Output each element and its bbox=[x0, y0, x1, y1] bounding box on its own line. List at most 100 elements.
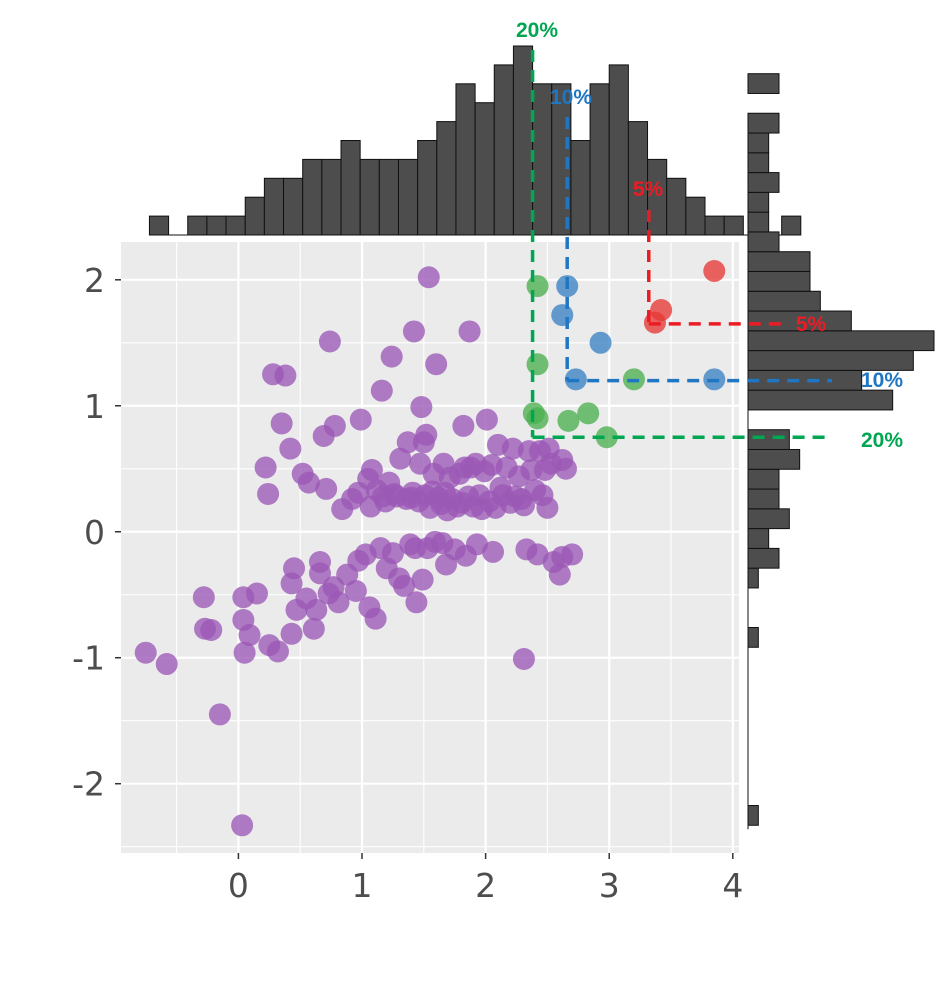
y-histogram-bar bbox=[747, 112, 780, 134]
x-histogram-bar bbox=[704, 215, 725, 236]
y-histogram-bar bbox=[747, 508, 790, 530]
scatter-point bbox=[266, 640, 289, 663]
scatter-point bbox=[254, 456, 277, 479]
top-marginal-histogram bbox=[148, 45, 802, 236]
scatter-point bbox=[315, 477, 338, 500]
right-marginal-histogram bbox=[747, 73, 935, 830]
scatter-point bbox=[380, 345, 403, 368]
scatter-point bbox=[393, 574, 416, 597]
y-histogram-bar bbox=[747, 152, 770, 174]
scatter-point bbox=[279, 437, 302, 460]
y-histogram-bar bbox=[747, 626, 759, 648]
x-histogram-bar bbox=[225, 215, 246, 236]
scatter-point bbox=[405, 591, 428, 614]
scatter-point bbox=[370, 379, 393, 402]
y-histogram-bar bbox=[747, 468, 780, 490]
scatter-point bbox=[233, 641, 256, 664]
scatter-point bbox=[344, 579, 367, 602]
x-histogram-bar bbox=[187, 215, 208, 236]
scatter-point bbox=[526, 275, 549, 298]
y-histogram-bar bbox=[747, 805, 759, 826]
x-histogram-bar bbox=[244, 196, 265, 236]
scatter-point bbox=[389, 447, 412, 470]
scatter-point bbox=[327, 591, 350, 614]
scatter-point bbox=[231, 814, 254, 837]
scatter-point bbox=[415, 423, 438, 446]
y-histogram-bar bbox=[747, 369, 863, 391]
scatter-point bbox=[425, 353, 448, 376]
x-histogram-bar bbox=[302, 158, 323, 236]
scatter-point bbox=[526, 353, 549, 376]
scatter-point bbox=[257, 482, 280, 505]
scatter-point bbox=[577, 402, 600, 425]
y-axis-ticks bbox=[115, 279, 121, 785]
x-histogram-bar bbox=[781, 215, 802, 236]
y-histogram-bar bbox=[747, 191, 770, 213]
scatter-point bbox=[595, 426, 618, 449]
scatter-point bbox=[703, 259, 726, 282]
scatter-point bbox=[200, 619, 223, 642]
x-histogram-bar bbox=[263, 177, 285, 236]
y-histogram-bar bbox=[747, 567, 759, 589]
scatter-point bbox=[270, 412, 293, 435]
x-histogram-bar bbox=[359, 158, 380, 236]
x-histogram-bar bbox=[148, 215, 170, 236]
scatter-point bbox=[410, 396, 433, 419]
threshold-label-top: 5% bbox=[633, 178, 664, 201]
scatter-point bbox=[650, 299, 673, 322]
scatter-point bbox=[283, 557, 306, 580]
y-histogram-bar bbox=[747, 330, 935, 352]
y-histogram-bar bbox=[747, 389, 894, 411]
x-histogram-bar bbox=[417, 140, 438, 236]
threshold-label-right: 20% bbox=[861, 429, 903, 452]
x-histogram-bar bbox=[493, 64, 514, 236]
scatter-point bbox=[551, 304, 574, 327]
scatter-point bbox=[554, 457, 577, 480]
scatter-point bbox=[411, 568, 434, 591]
threshold-label-top: 10% bbox=[550, 86, 592, 109]
scatter-point bbox=[305, 598, 328, 621]
scatter-point bbox=[318, 330, 341, 353]
x-histogram-bar bbox=[378, 158, 399, 236]
x-tick-label: 1 bbox=[352, 866, 373, 905]
scatter-point bbox=[360, 459, 383, 482]
scatter-point bbox=[589, 331, 612, 354]
y-histogram-bar bbox=[747, 528, 770, 549]
x-histogram-bar bbox=[397, 158, 419, 236]
scatter-point bbox=[452, 414, 475, 437]
x-tick-label: 0 bbox=[228, 866, 249, 905]
scatter-point bbox=[192, 586, 215, 609]
scatter-point bbox=[512, 494, 535, 517]
y-axis-tick-labels: 2 1 0 -1 -2 bbox=[72, 261, 105, 804]
scatter-point bbox=[308, 550, 331, 573]
y-histogram-bar bbox=[747, 270, 811, 292]
y-tick-label: 2 bbox=[84, 261, 105, 300]
y-histogram-bar bbox=[747, 350, 914, 371]
y-histogram-bar bbox=[747, 429, 790, 450]
y-histogram-bar bbox=[747, 132, 770, 154]
scatter-point bbox=[417, 266, 440, 289]
y-histogram-bar bbox=[747, 448, 801, 470]
scatter-point bbox=[208, 703, 231, 726]
y-tick-label: 0 bbox=[84, 513, 105, 552]
y-histogram-bar bbox=[747, 231, 780, 253]
scatter-point bbox=[302, 617, 325, 640]
x-tick-label: 3 bbox=[599, 866, 620, 905]
scatter-point bbox=[297, 471, 320, 494]
scatter-point bbox=[475, 408, 498, 431]
x-histogram-bar bbox=[723, 215, 744, 236]
scatter-point bbox=[274, 364, 297, 387]
scatter-point bbox=[155, 653, 178, 676]
scatter-point bbox=[557, 409, 580, 432]
x-histogram-bar bbox=[283, 177, 304, 236]
x-histogram-bar bbox=[474, 102, 495, 236]
y-histogram-bar bbox=[747, 290, 821, 312]
x-histogram-bar bbox=[512, 45, 534, 236]
x-histogram-bar bbox=[685, 196, 706, 236]
y-tick-label: 1 bbox=[84, 387, 105, 426]
scatter-point bbox=[551, 545, 574, 568]
x-axis-tick-labels: 0 1 2 3 4 bbox=[228, 866, 743, 905]
scatter-point bbox=[134, 641, 157, 664]
x-histogram-bar bbox=[589, 83, 610, 236]
